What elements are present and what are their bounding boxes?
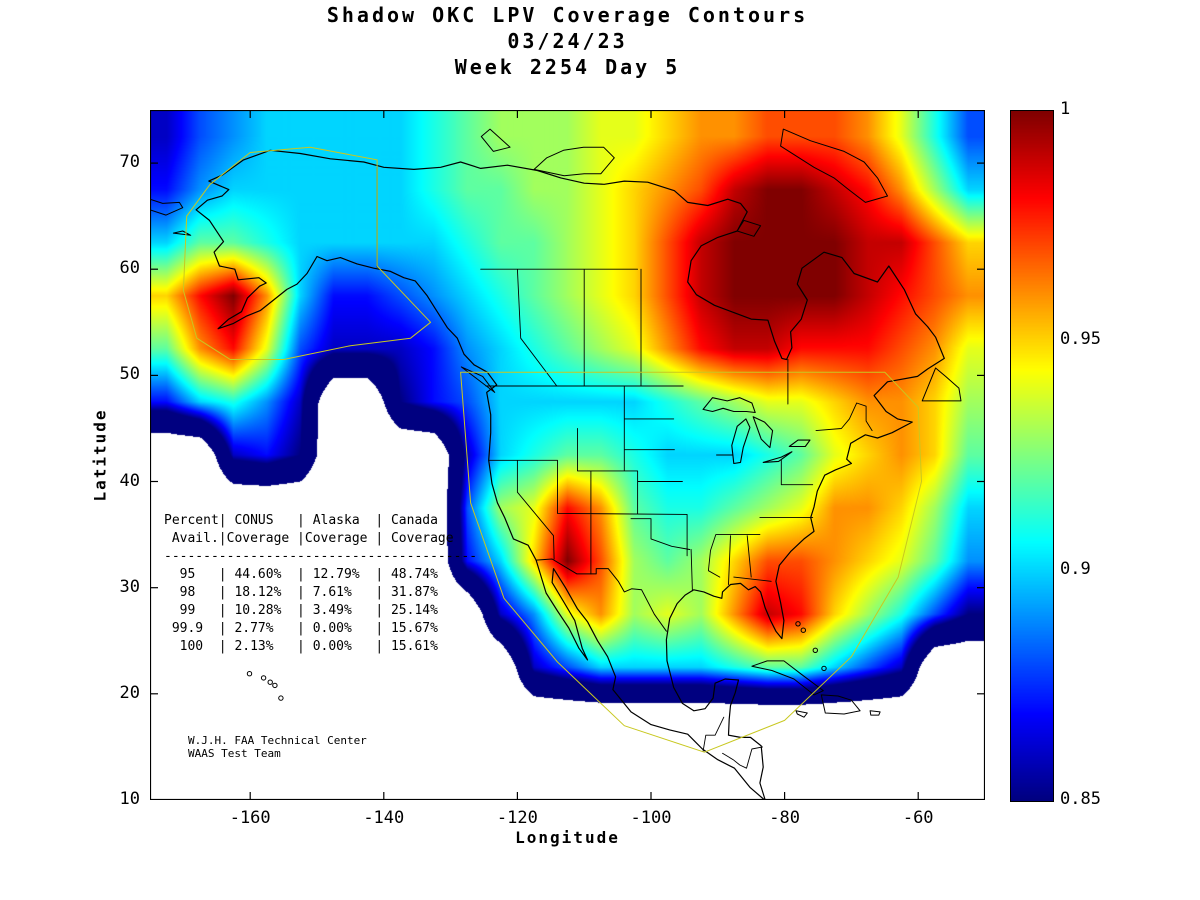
credit-annotation: W.J.H. FAA Technical Center WAAS Test Te… (188, 734, 367, 760)
x-tick-label: -80 (769, 808, 800, 828)
title-line-1: Shadow OKC LPV Coverage Contours (326, 3, 809, 27)
waas-service-volume-boundary (182, 146, 922, 753)
colorbar (1010, 110, 1054, 802)
bahamas-islands (795, 621, 801, 627)
bahamas-islands (800, 627, 806, 633)
hawaii-islands (246, 671, 253, 677)
us-mexico-border (535, 558, 667, 632)
hawaii-islands (278, 695, 284, 701)
coverage-contour-canvas (150, 110, 985, 800)
great-lakes (702, 397, 811, 465)
colorbar-tick-label: 0.95 (1060, 329, 1101, 349)
colorbar-tick-label: 1 (1060, 99, 1071, 119)
y-tick-label: 30 (119, 576, 140, 597)
y-tick-label: 20 (119, 682, 140, 703)
x-tick-label: -120 (496, 808, 538, 828)
y-tick-label: 40 (119, 470, 140, 491)
hawaii-islands (267, 679, 273, 685)
map-outlines-svg (150, 110, 985, 800)
central-america-borders (702, 716, 764, 769)
map-plot-area: Percent| CONUS | Alaska | Canada Avail.|… (150, 110, 985, 800)
x-tick-label: -60 (902, 808, 934, 828)
state-borders (480, 268, 873, 592)
bahamas-islands (821, 665, 827, 672)
x-axis-label: Longitude (515, 828, 620, 847)
arctic-islands (480, 128, 888, 237)
title-line-3: Week 2254 Day 5 (454, 55, 681, 79)
major-islands (460, 366, 962, 402)
axes-box (150, 110, 985, 800)
y-tick-label: 50 (119, 364, 140, 385)
bering-islands (150, 198, 192, 236)
colorbar-tick-label: 0.85 (1060, 789, 1101, 809)
hawaii-islands (260, 675, 267, 681)
x-tick-label: -160 (229, 808, 271, 828)
hawaii-islands (272, 682, 278, 689)
caribbean-islands (751, 660, 881, 718)
colorbar-tick-label: 0.9 (1060, 559, 1091, 579)
figure-title: Shadow OKC LPV Coverage Contours 03/24/2… (150, 2, 985, 80)
y-tick-label: 10 (119, 789, 140, 809)
y-tick-label: 70 (119, 152, 140, 173)
title-line-2: 03/24/23 (507, 29, 628, 53)
x-tick-label: -140 (363, 808, 405, 828)
y-tick-label: 60 (119, 258, 140, 279)
north-america-coastline (195, 149, 945, 800)
coverage-table: Percent| CONUS | Alaska | Canada Avail.|… (164, 513, 478, 654)
bahamas-islands (812, 647, 818, 653)
colorbar-gradient-canvas (1011, 111, 1053, 801)
x-tick-label: -100 (630, 808, 672, 828)
